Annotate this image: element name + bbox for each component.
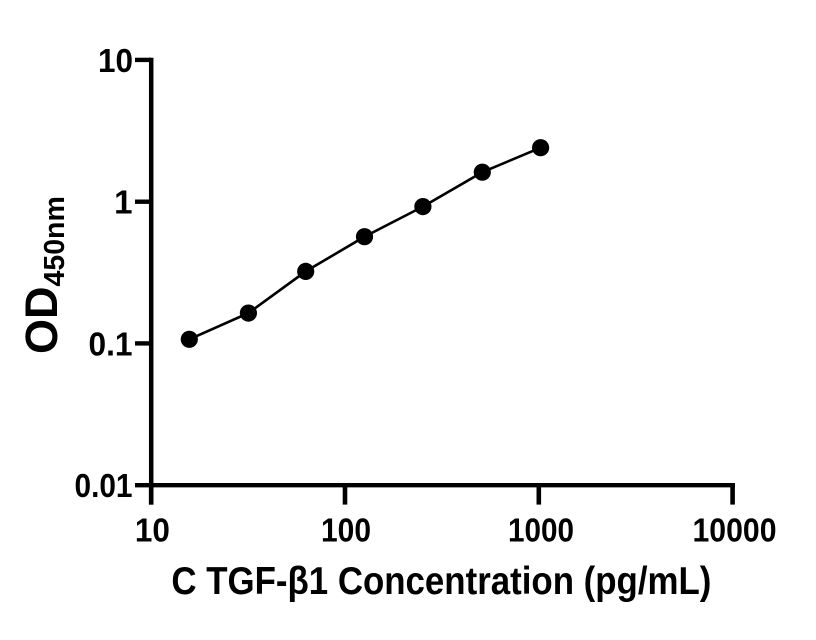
svg-text:10: 10 — [135, 512, 170, 549]
svg-text:10: 10 — [98, 42, 133, 79]
svg-text:10000: 10000 — [693, 512, 777, 549]
svg-text:C TGF-β1 Concentration (pg/mL): C TGF-β1 Concentration (pg/mL) — [171, 560, 711, 603]
svg-text:0.01: 0.01 — [75, 467, 133, 504]
svg-text:100: 100 — [321, 512, 371, 549]
svg-text:1000: 1000 — [508, 512, 574, 549]
svg-text:1: 1 — [114, 184, 132, 221]
svg-text:0.1: 0.1 — [89, 325, 133, 362]
